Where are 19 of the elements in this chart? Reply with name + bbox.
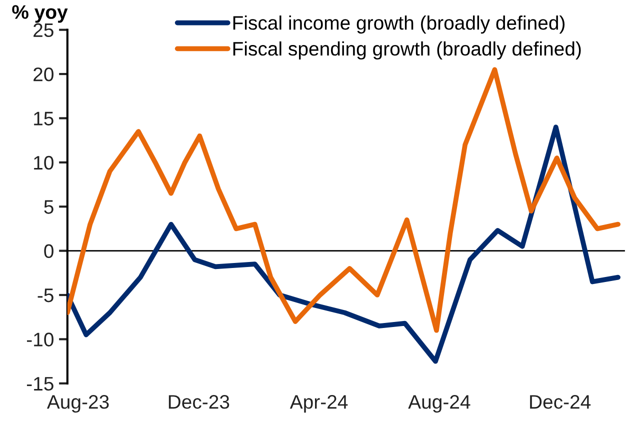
line-series: [67, 124, 620, 364]
y-axis-title: % yoy: [12, 5, 68, 23]
legend-label: Fiscal spending growth (broadly defined): [233, 41, 581, 60]
y-tick-label: -15: [26, 377, 54, 391]
y-tick-label: 15: [34, 112, 54, 126]
y-tick-label: -5: [38, 288, 54, 302]
y-tick-label: 20: [34, 67, 54, 82]
x-tick-label: Aug-23: [46, 395, 109, 413]
x-tick-label: Dec-24: [530, 395, 591, 409]
y-tick-label: -10: [26, 332, 54, 346]
y-tick-label: 5: [44, 200, 54, 214]
x-tick-label: Apr-24: [290, 395, 348, 413]
y-tick-label: 0: [44, 244, 54, 258]
y-tick-label: 25: [34, 23, 54, 38]
x-tick-label: Dec-23: [168, 395, 230, 409]
legend-label: Fiscal income growth (broadly defined): [233, 16, 565, 34]
y-tick-label: 10: [34, 156, 54, 170]
x-tick-label: Aug-24: [408, 395, 470, 413]
line-series: [67, 67, 620, 333]
